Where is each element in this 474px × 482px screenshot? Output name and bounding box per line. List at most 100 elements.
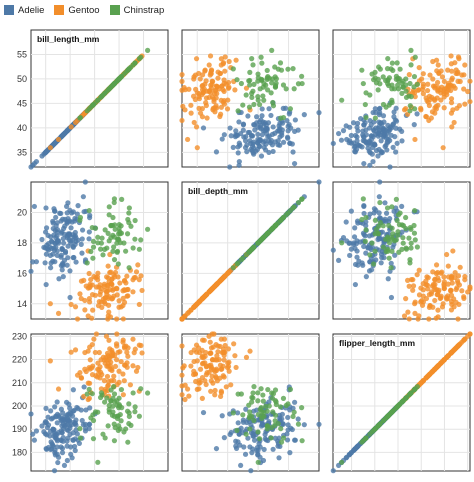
data-point-gentoo [215, 349, 221, 355]
data-point-adelie [45, 444, 52, 451]
legend-item-chinstrap[interactable]: Chinstrap [109, 5, 164, 16]
data-point-adelie [285, 128, 291, 134]
data-point-gentoo [243, 85, 250, 91]
data-point-chinstrap [111, 391, 118, 397]
data-point-chinstrap [400, 78, 406, 84]
data-point-chinstrap [414, 244, 420, 250]
data-point-chinstrap [291, 409, 297, 415]
data-point-gentoo [439, 269, 445, 275]
data-point-adelie [235, 150, 241, 156]
data-point-adelie [66, 231, 72, 237]
data-point-chinstrap [377, 421, 383, 427]
data-point-adelie [60, 240, 67, 246]
data-point-gentoo [462, 273, 468, 280]
data-point-gentoo [221, 357, 227, 363]
data-point-adelie [28, 411, 34, 417]
data-point-adelie [73, 259, 79, 265]
data-point-chinstrap [250, 245, 256, 251]
data-point-chinstrap [362, 238, 368, 245]
data-point-chinstrap [299, 438, 305, 444]
data-point-gentoo [186, 393, 192, 399]
data-point-adelie [411, 122, 417, 128]
data-point-gentoo [428, 291, 434, 297]
data-point-gentoo [109, 367, 115, 374]
data-point-gentoo [221, 101, 228, 107]
data-point-gentoo [434, 79, 441, 86]
data-point-adelie [330, 140, 336, 147]
data-point-gentoo [435, 102, 441, 108]
data-point-adelie [65, 216, 71, 222]
data-point-gentoo [127, 382, 134, 388]
data-point-adelie [260, 119, 266, 125]
data-point-gentoo [412, 310, 418, 317]
data-point-chinstrap [90, 436, 97, 442]
data-point-gentoo [182, 107, 188, 113]
data-point-adelie [376, 247, 382, 253]
data-point-chinstrap [275, 66, 281, 72]
data-point-chinstrap [111, 244, 117, 250]
data-point-adelie [52, 259, 58, 265]
data-point-gentoo [130, 289, 136, 295]
data-point-adelie [365, 244, 371, 250]
data-point-gentoo [95, 277, 101, 283]
data-point-adelie [52, 452, 58, 458]
data-point-gentoo [133, 269, 140, 275]
data-point-chinstrap [273, 399, 279, 405]
data-point-gentoo [125, 353, 131, 359]
data-point-gentoo [188, 363, 194, 369]
legend-item-adelie[interactable]: Adelie [4, 5, 44, 16]
data-point-adelie [377, 110, 383, 116]
data-point-chinstrap [411, 387, 417, 393]
data-point-gentoo [218, 97, 224, 103]
points-flipper_length_mm-vs-bill_length_mm [28, 331, 151, 474]
data-point-gentoo [203, 78, 209, 84]
data-point-chinstrap [389, 248, 395, 254]
data-point-adelie [30, 431, 36, 437]
data-point-adelie [376, 146, 382, 153]
data-point-gentoo [199, 361, 206, 367]
data-point-chinstrap [126, 265, 132, 271]
data-point-adelie [279, 120, 286, 126]
data-point-adelie [64, 443, 70, 449]
data-point-adelie [251, 145, 257, 151]
data-point-chinstrap [269, 80, 275, 86]
data-point-adelie [368, 267, 375, 273]
data-point-chinstrap [287, 106, 294, 112]
data-point-chinstrap [115, 427, 121, 433]
data-point-chinstrap [268, 435, 274, 441]
data-point-chinstrap [359, 439, 365, 445]
data-point-adelie [56, 276, 62, 282]
data-point-chinstrap [280, 435, 287, 441]
data-point-gentoo [213, 281, 220, 288]
legend-swatch-adelie [4, 5, 14, 15]
data-point-chinstrap [371, 77, 377, 83]
legend-item-gentoo[interactable]: Gentoo [54, 5, 100, 16]
data-point-gentoo [135, 262, 141, 268]
data-point-adelie [360, 138, 366, 144]
data-point-gentoo [111, 373, 117, 379]
data-point-gentoo [105, 313, 111, 319]
data-point-adelie [80, 194, 86, 200]
data-point-adelie [230, 144, 236, 150]
data-point-gentoo [420, 84, 426, 90]
data-point-chinstrap [290, 66, 296, 72]
data-point-adelie [291, 160, 298, 167]
data-point-adelie [265, 120, 272, 126]
data-point-adelie [266, 399, 272, 405]
data-point-chinstrap [97, 246, 104, 252]
data-point-gentoo [47, 301, 53, 307]
data-point-gentoo [435, 62, 441, 68]
data-point-adelie [249, 450, 255, 456]
data-point-gentoo [199, 347, 205, 353]
data-point-adelie [376, 235, 382, 241]
data-point-chinstrap [104, 395, 110, 401]
data-point-gentoo [455, 316, 461, 322]
data-point-adelie [387, 216, 393, 222]
data-point-chinstrap [251, 384, 257, 390]
data-point-gentoo [448, 287, 454, 294]
data-point-gentoo [462, 101, 468, 107]
data-point-gentoo [121, 287, 127, 293]
data-point-adelie [338, 137, 345, 143]
y-tick-label: 45 [17, 98, 27, 108]
y-tick-label: 50 [17, 74, 27, 84]
